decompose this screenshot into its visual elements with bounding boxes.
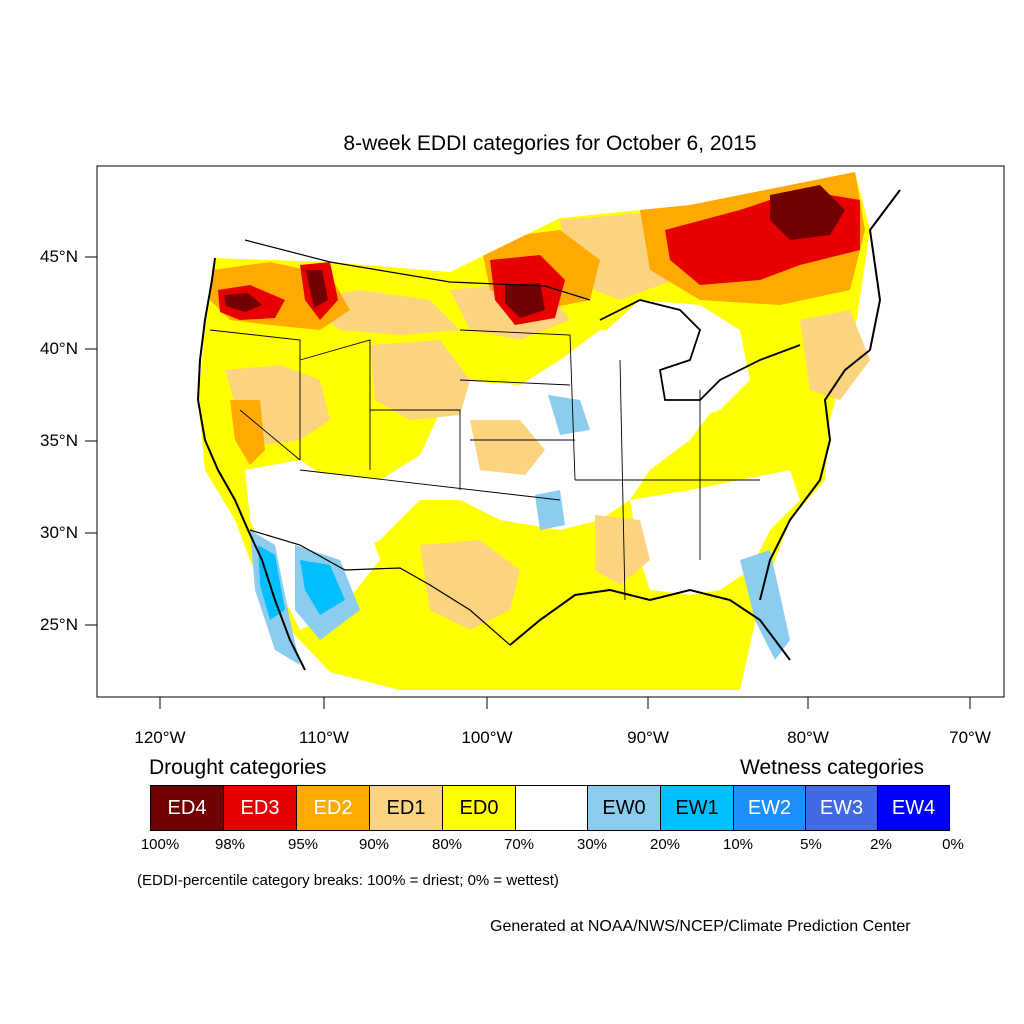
legend-box-ew2: EW2 — [733, 785, 806, 831]
legend-box-ew1: EW1 — [660, 785, 734, 831]
mexico-border — [249, 529, 511, 646]
ew0-region-oklahoma — [535, 490, 565, 530]
state-lines-central — [459, 329, 760, 601]
break-label: 20% — [649, 836, 681, 853]
legend-note: (EDDI-percentile category breaks: 100% =… — [137, 872, 559, 889]
break-label: 80% — [431, 836, 463, 853]
lon-label-90: 90°W — [627, 728, 669, 747]
ed1-region-texas — [420, 540, 520, 630]
ed1-region-northeast — [800, 310, 870, 400]
break-label: 90% — [358, 836, 390, 853]
credit-text: Generated at NOAA/NWS/NCEP/Climate Predi… — [490, 918, 911, 935]
break-label: 5% — [800, 836, 822, 853]
great-lakes — [599, 299, 801, 401]
legend-box-ed4: ED4 — [150, 785, 224, 831]
ew1-region-baja — [258, 545, 285, 620]
boundaries — [196, 189, 901, 671]
legend-box-ew4: EW4 — [877, 785, 950, 831]
lat-label-40: 40°N — [40, 339, 78, 358]
lon-label-110: 110°W — [299, 728, 349, 747]
break-label: 30% — [576, 836, 608, 853]
ed1-region-kansas — [470, 420, 545, 475]
legend-box-ed2: ED2 — [296, 785, 370, 831]
map-field — [97, 166, 1004, 690]
atlantic-coastline — [759, 189, 901, 601]
map-frame — [96, 165, 1005, 698]
legend-box-ed3: ED3 — [223, 785, 297, 831]
legend-box-ew0: EW0 — [587, 785, 661, 831]
lat-label-25: 25°N — [40, 615, 78, 634]
lon-label-120: 120°W — [134, 728, 186, 747]
legend-box-normal — [515, 785, 588, 831]
lon-label-70: 70°W — [949, 728, 991, 747]
break-label: 10% — [722, 836, 754, 853]
ed4-region-dakotas — [505, 283, 545, 318]
wetness-categories-heading: Wetness categories — [740, 756, 925, 779]
ed4-region-quebec — [770, 185, 845, 240]
break-label: 70% — [503, 836, 535, 853]
legend-box-ew3: EW3 — [805, 785, 878, 831]
ed2-region-california — [230, 400, 265, 465]
lat-label-35: 35°N — [40, 431, 78, 450]
legend-box-ed0: ED0 — [442, 785, 516, 831]
ed4-region-idaho — [306, 270, 328, 308]
outside-domain-north — [97, 166, 1004, 272]
break-label: 100% — [140, 836, 180, 853]
lat-label-30: 30°N — [40, 523, 78, 542]
lon-label-100: 100°W — [461, 728, 513, 747]
break-label: 0% — [942, 836, 964, 853]
canada-border — [244, 239, 591, 301]
map-title: 8-week EDDI categories for October 6, 20… — [343, 132, 757, 155]
break-label: 2% — [870, 836, 892, 853]
ew0-region-iowa — [548, 395, 590, 435]
break-label: 98% — [214, 836, 246, 853]
axis-ticks — [85, 256, 971, 709]
ed1-region-gulf — [595, 515, 650, 585]
lon-label-80: 80°W — [787, 728, 829, 747]
ew0-region-florida — [740, 550, 790, 660]
gulf-coastline — [509, 588, 791, 661]
pacific-coastline — [196, 257, 306, 671]
break-label: 95% — [287, 836, 319, 853]
legend-box-ed1: ED1 — [369, 785, 443, 831]
state-lines-west — [209, 329, 561, 501]
drought-categories-heading: Drought categories — [149, 756, 327, 779]
ew1-region-mexico — [300, 560, 345, 615]
ed1-region-plains — [370, 340, 470, 420]
lat-label-45: 45°N — [40, 247, 78, 266]
normal-region-southeast — [630, 470, 800, 595]
ed4-region-oregon — [224, 293, 262, 312]
